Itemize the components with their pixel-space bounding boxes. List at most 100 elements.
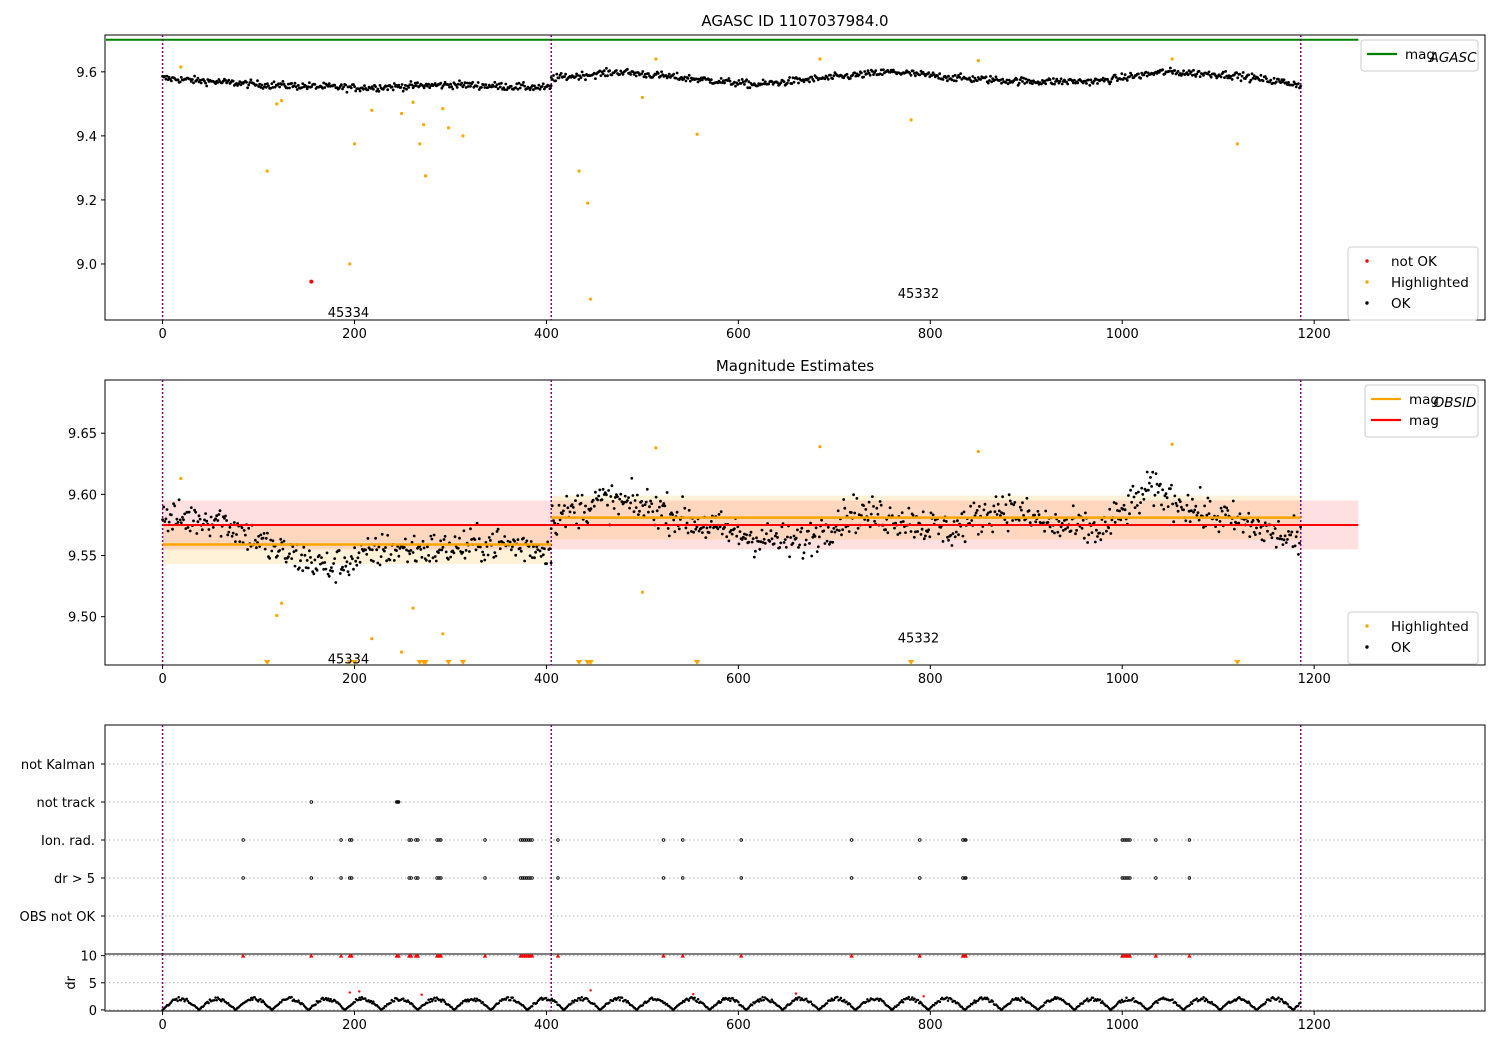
ok-point <box>994 495 998 498</box>
ok-point <box>666 527 670 530</box>
dr-point <box>608 1001 611 1004</box>
highlighted-point <box>418 142 422 146</box>
ok-point <box>947 74 950 78</box>
ok-point <box>830 530 833 534</box>
flag-point <box>439 876 443 880</box>
legend-label: Highlighted <box>1391 619 1469 635</box>
ok-point <box>273 85 277 89</box>
ok-point <box>538 87 542 91</box>
ok-point <box>1122 76 1126 80</box>
ok-point <box>1000 81 1003 85</box>
ok-point <box>390 85 394 89</box>
ok-point <box>515 82 519 86</box>
dr-point <box>737 1000 740 1004</box>
legend-dot-swatch <box>1365 645 1369 649</box>
ok-point <box>343 556 347 560</box>
ok-point <box>927 528 931 532</box>
ok-point <box>738 530 742 533</box>
ok-point <box>823 542 827 545</box>
ok-point <box>999 514 1002 517</box>
ok-point <box>954 79 958 83</box>
ok-point <box>1073 78 1076 82</box>
ok-point <box>743 532 746 536</box>
dr-point <box>474 999 478 1003</box>
flag-point <box>1126 876 1130 880</box>
ok-point <box>480 86 483 89</box>
ok-point <box>807 529 810 533</box>
ok-point <box>285 86 289 90</box>
off-scale-marker <box>587 660 594 665</box>
ok-point <box>370 548 374 552</box>
ok-point <box>1029 79 1033 83</box>
ok-point <box>996 502 1000 506</box>
ok-point <box>686 77 690 80</box>
ok-point <box>677 527 681 531</box>
ok-point <box>450 85 454 89</box>
ok-point <box>532 88 535 92</box>
ok-point <box>193 74 197 78</box>
ok-point <box>647 510 650 514</box>
dr-point <box>329 998 332 1001</box>
ok-point <box>462 529 466 533</box>
ok-point <box>1059 525 1063 529</box>
ok-point <box>1161 488 1164 492</box>
ok-point <box>629 501 633 505</box>
ok-point <box>1282 538 1286 542</box>
ok-point <box>971 75 975 78</box>
ok-point <box>941 540 945 543</box>
ok-point <box>862 504 865 507</box>
ok-point <box>779 81 783 85</box>
ok-point <box>1297 82 1300 85</box>
ok-point <box>479 545 482 549</box>
ok-point <box>1006 82 1010 86</box>
ok-point <box>349 555 353 558</box>
ok-point <box>1066 82 1070 86</box>
ok-point <box>695 525 699 529</box>
ok-point <box>173 504 177 508</box>
ok-point <box>644 500 648 504</box>
ok-point <box>245 80 248 84</box>
ok-point <box>686 531 690 535</box>
ok-point <box>264 85 268 89</box>
x-tick-label: 200 <box>342 672 367 687</box>
ok-point <box>573 511 576 514</box>
ok-point <box>1064 527 1067 531</box>
ok-point <box>826 525 830 529</box>
dr-clipped-marker <box>849 953 854 958</box>
ok-point <box>558 518 562 522</box>
ok-point <box>189 506 193 509</box>
y-tick-label: 9.65 <box>68 427 97 442</box>
ok-point <box>235 82 238 85</box>
ok-point <box>504 82 508 86</box>
ok-point <box>769 529 773 533</box>
ok-point <box>1017 518 1021 522</box>
flag-point <box>849 876 854 880</box>
dr-clipped-marker <box>1153 953 1159 958</box>
flag-category-label: Ion. rad. <box>41 834 95 849</box>
flag-point <box>396 800 401 804</box>
ok-point <box>1299 525 1302 529</box>
highlighted-point <box>279 99 284 103</box>
legend-dot-swatch <box>1365 259 1369 263</box>
ok-point <box>1195 514 1199 517</box>
ok-point <box>492 85 496 88</box>
ok-point <box>497 82 501 86</box>
ok-point <box>177 498 181 502</box>
ok-point <box>449 555 452 559</box>
highlighted-point <box>586 201 590 205</box>
flag-point <box>1128 876 1132 880</box>
ok-point <box>411 551 415 554</box>
ok-point <box>695 77 699 81</box>
ok-point <box>970 519 974 522</box>
ok-point <box>165 508 169 511</box>
flag-point <box>526 838 530 842</box>
ok-point <box>1229 74 1233 78</box>
ok-point <box>713 525 716 529</box>
flag-point <box>1122 876 1126 880</box>
ok-point <box>1118 509 1121 513</box>
ok-point <box>658 505 661 509</box>
ok-point <box>1226 509 1230 512</box>
off-scale-marker <box>263 660 271 665</box>
dr-point <box>1286 1002 1289 1006</box>
ok-point <box>1144 489 1148 493</box>
